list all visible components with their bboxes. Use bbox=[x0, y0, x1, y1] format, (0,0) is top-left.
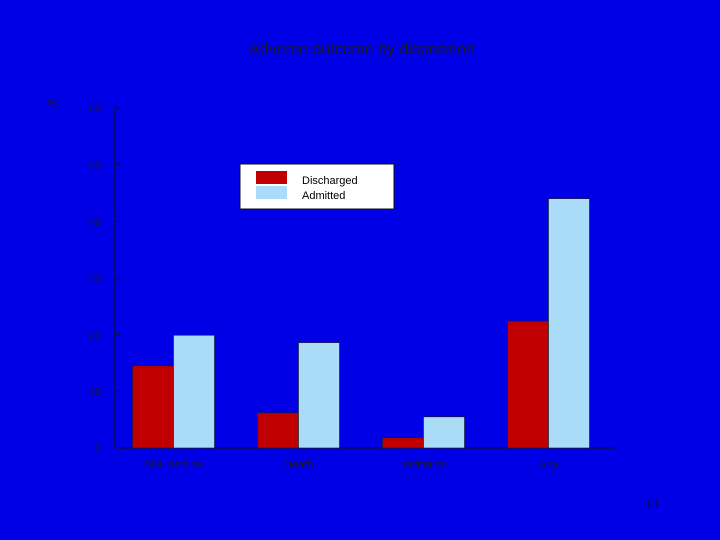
y-tick-label: 40 bbox=[89, 216, 101, 228]
legend-label-discharged: Discharged bbox=[302, 175, 358, 187]
y-tick-label: 60 bbox=[89, 103, 101, 115]
x-tick-labels: ADL decline Death Institution Any bbox=[144, 459, 558, 471]
legend-swatch-discharged bbox=[256, 171, 287, 184]
x-tick-label: Institution bbox=[400, 459, 447, 471]
bars bbox=[132, 198, 590, 449]
y-tick-label: 30 bbox=[89, 273, 101, 285]
legend-label-admitted: Admitted bbox=[302, 190, 345, 202]
y-axis-label: % bbox=[47, 98, 57, 110]
bar-discharged-any bbox=[507, 320, 549, 449]
legend-swatch-admitted bbox=[256, 186, 287, 199]
bar-discharged-death bbox=[257, 412, 299, 449]
bar-discharged-adl-decline bbox=[132, 365, 174, 449]
bar-discharged-institution bbox=[382, 437, 424, 449]
y-tick-label: 10 bbox=[89, 386, 101, 398]
bar-admitted-institution bbox=[423, 416, 465, 449]
y-tick-label: 20 bbox=[89, 330, 101, 342]
bar-admitted-adl-decline bbox=[173, 334, 215, 449]
chart-title: Adverse outcome by disposition bbox=[249, 41, 475, 58]
bar-admitted-any bbox=[548, 198, 590, 449]
y-tick-label: 0 bbox=[95, 443, 101, 455]
x-tick-label: ADL decline bbox=[144, 459, 203, 471]
x-tick-label: Death bbox=[284, 459, 313, 471]
slide-number: 13 bbox=[645, 496, 659, 511]
bar-admitted-death bbox=[298, 342, 340, 449]
legend: Discharged Admitted bbox=[239, 163, 395, 210]
y-tick-label: 50 bbox=[89, 160, 101, 172]
x-tick-label: Any bbox=[539, 459, 558, 471]
y-tick-labels: 0 10 20 30 40 50 60 bbox=[89, 103, 101, 455]
